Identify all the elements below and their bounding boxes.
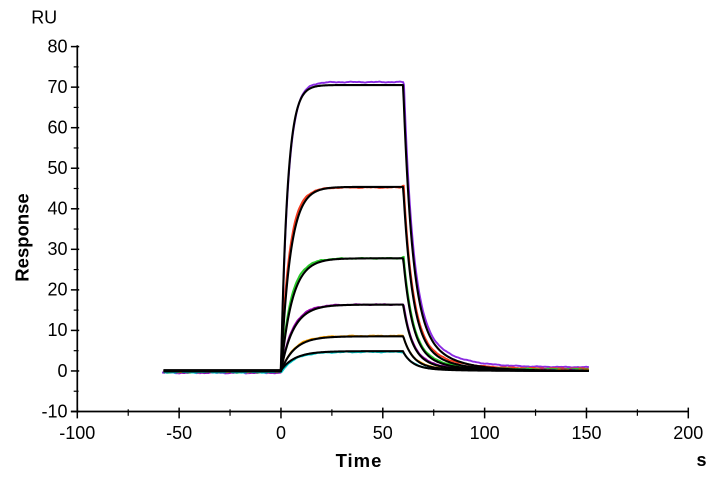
svg-text:80: 80	[47, 36, 67, 56]
svg-text:-100: -100	[59, 423, 95, 443]
svg-text:70: 70	[47, 77, 67, 97]
svg-text:-50: -50	[166, 423, 192, 443]
svg-text:-10: -10	[41, 401, 67, 421]
svg-text:60: 60	[47, 117, 67, 137]
svg-text:200: 200	[673, 423, 703, 443]
svg-text:Response: Response	[12, 193, 33, 281]
svg-text:s: s	[696, 450, 706, 470]
svg-text:RU: RU	[31, 8, 57, 28]
svg-text:50: 50	[47, 158, 67, 178]
svg-text:0: 0	[57, 361, 67, 381]
svg-text:0: 0	[276, 423, 286, 443]
svg-text:10: 10	[47, 320, 67, 340]
svg-text:20: 20	[47, 280, 67, 300]
svg-text:Time: Time	[336, 450, 383, 471]
svg-text:100: 100	[470, 423, 500, 443]
svg-text:30: 30	[47, 239, 67, 259]
svg-text:150: 150	[571, 423, 601, 443]
svg-text:40: 40	[47, 199, 67, 219]
svg-text:50: 50	[373, 423, 393, 443]
